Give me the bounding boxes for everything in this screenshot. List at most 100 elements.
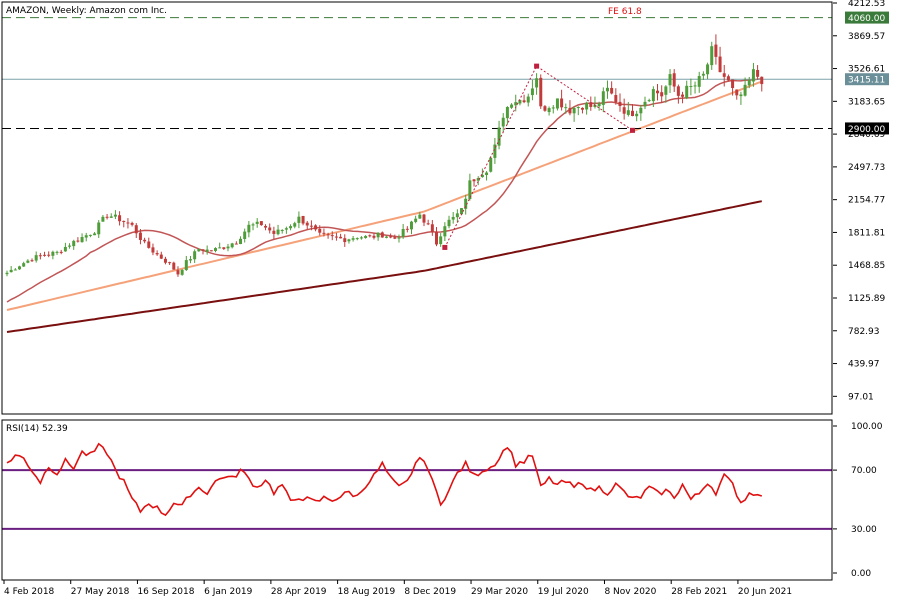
candle-body [464, 198, 468, 209]
candle-body [451, 216, 455, 220]
candle-body [647, 100, 651, 102]
candle-body [447, 219, 451, 227]
chart-title: AMAZON, Weekly: Amazon com Inc. [6, 6, 167, 16]
candle-body [314, 225, 318, 230]
candle-body [526, 96, 530, 103]
candle-body [55, 251, 59, 253]
rsi-panel: RSI(14) 52.39 100.00 70.00 30.00 0.00 [1, 419, 883, 581]
candle-body [384, 236, 388, 238]
price-panel: AMAZON, Weekly: Amazon com Inc. FE 61.8 … [1, 0, 889, 415]
time-tick-label: 8 Nov 2020 [604, 587, 656, 597]
time-tick-label: 19 Jul 2020 [538, 587, 589, 597]
candle-body [272, 230, 276, 234]
pattern-point [630, 127, 635, 133]
time-tick-label: 6 Jan 2019 [204, 587, 252, 597]
candle-body [289, 226, 293, 229]
candle-body [330, 235, 334, 237]
candle-body [9, 269, 13, 273]
candle-body [747, 80, 751, 86]
candle-body [443, 226, 447, 237]
candle-body [555, 98, 559, 109]
candle-body [505, 106, 509, 119]
candle-body [76, 240, 80, 242]
candle-body [297, 216, 301, 223]
candle-body [47, 254, 51, 256]
candle-body [643, 101, 647, 107]
candle-body [439, 236, 443, 245]
level-tag [845, 122, 889, 135]
candle-body [393, 237, 397, 239]
candle-body [560, 98, 564, 108]
candle-body [751, 69, 755, 82]
candle-body [485, 172, 489, 175]
candle-body [430, 224, 434, 233]
candle-body [543, 106, 547, 111]
candle-body [518, 99, 522, 104]
time-axis: 4 Feb 2018 27 May 2018 16 Sep 2018 6 Jan 20… [3, 580, 792, 597]
candle-body [530, 88, 534, 96]
fib-label: FE 61.8 [608, 7, 642, 17]
candle-body [59, 251, 63, 253]
level-label: 4060.00 [848, 14, 885, 24]
ma-mid-line [6, 80, 763, 311]
candle-body [514, 102, 518, 106]
candle-body [105, 216, 109, 218]
candle-body [622, 107, 626, 114]
level-tag [845, 11, 889, 24]
time-tick-label: 16 Sep 2018 [137, 587, 194, 597]
candle-body [468, 180, 472, 199]
candle-body [334, 236, 338, 238]
candle-body [326, 234, 330, 236]
candle-body [722, 73, 726, 77]
time-tick-label: 28 Feb 2021 [671, 587, 727, 597]
candle-body [22, 263, 26, 267]
candle-body [26, 260, 30, 263]
candle-body [113, 214, 117, 217]
candle-body [610, 87, 614, 94]
candle-body [126, 222, 130, 224]
time-tick-label: 29 Mar 2020 [471, 587, 528, 597]
candle-body [697, 76, 701, 87]
rsi-line [6, 442, 763, 517]
candle-body [122, 220, 126, 222]
candle-body [735, 89, 739, 96]
candle-body [718, 56, 722, 73]
candle-body [368, 235, 372, 237]
price-tick-label: 1468.85 [848, 261, 885, 271]
candle-body [209, 250, 213, 252]
candle-body [214, 248, 217, 251]
rsi-series [6, 442, 763, 517]
price-tick-label: 2497.73 [848, 163, 885, 173]
candle-body [493, 144, 497, 158]
candle-body [681, 94, 685, 97]
candle-body [134, 225, 138, 234]
candle-body [301, 215, 305, 224]
candle-body [614, 95, 618, 103]
candle-body [51, 251, 55, 256]
candle-body [756, 69, 760, 77]
candle-body [63, 246, 67, 252]
candle-body [376, 232, 380, 238]
candle-body [672, 73, 676, 87]
rsi-axis: 100.00 70.00 30.00 0.00 [833, 422, 883, 579]
candle-body [706, 64, 710, 75]
price-tick-label: 782.93 [848, 327, 880, 337]
candle-body [618, 101, 622, 107]
rsi-panel-border [1, 419, 833, 581]
candle-body [197, 249, 201, 252]
candle-body [668, 74, 672, 86]
candle-body [88, 234, 92, 236]
candle-body [68, 245, 72, 247]
candle-body [163, 258, 167, 263]
candle-body [656, 90, 660, 94]
candle-body [739, 94, 743, 97]
candle-body [401, 228, 405, 237]
candle-body [601, 91, 605, 105]
candle-body [593, 104, 597, 107]
candle-body [293, 223, 297, 227]
candle-body [714, 44, 718, 57]
candle-body [305, 222, 309, 226]
candle-body [372, 235, 376, 238]
candle-body [389, 236, 393, 238]
candle-body [72, 240, 76, 247]
